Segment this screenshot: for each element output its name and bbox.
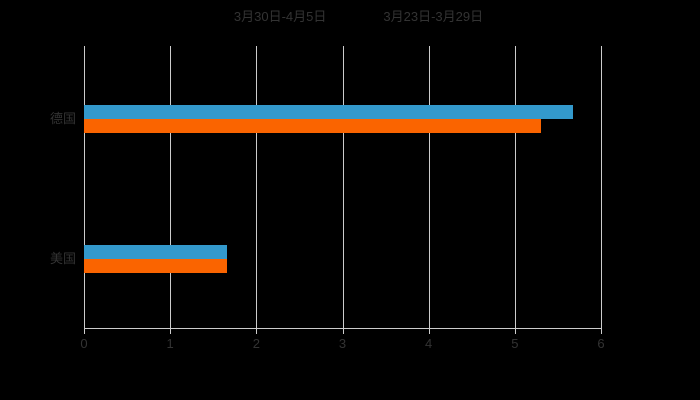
legend-marker-circle-icon: [217, 12, 227, 22]
gridline-2: [256, 46, 258, 328]
legend-item-series-2[interactable]: 3月23日-3月29日: [366, 6, 483, 28]
gridline-6: [601, 46, 602, 328]
bar-2-series-1[interactable]: [84, 245, 228, 259]
bar-1-series-1[interactable]: [84, 105, 573, 119]
x-axis-line: [84, 328, 602, 329]
bar-2-series-2[interactable]: [84, 259, 228, 273]
gridline-1: [170, 46, 172, 328]
gridline-4: [428, 46, 430, 328]
x-tick-0: [84, 329, 85, 334]
x-tick-label-2: 2: [252, 336, 260, 351]
legend-label-series-1: 3月30日-4月5日: [233, 9, 327, 24]
x-tick-3: [342, 329, 344, 334]
x-tick-label-1: 1: [166, 336, 174, 351]
x-tick-4: [428, 329, 430, 334]
x-tick-label-5: 5: [511, 336, 519, 351]
legend-label-series-2: 3月23日-3月29日: [383, 9, 484, 24]
gridline-3: [342, 46, 344, 328]
x-tick-label-4: 4: [425, 336, 433, 351]
x-tick-label-0: 0: [80, 336, 88, 351]
x-tick-1: [170, 329, 172, 334]
chart-legend: 3月30日-4月5日 3月23日-3月29日: [0, 6, 700, 28]
plot-area: [84, 46, 601, 328]
legend-marker-square-icon: [366, 12, 376, 22]
x-tick-label-6: 6: [597, 336, 605, 351]
gridline-0: [84, 46, 85, 328]
x-tick-2: [256, 329, 258, 334]
x-tick-label-3: 3: [338, 336, 347, 351]
legend-item-series-1[interactable]: 3月30日-4月5日: [217, 6, 326, 28]
category-label-1: 德国: [49, 111, 76, 126]
gridline-5: [514, 46, 516, 328]
bar-1-series-2[interactable]: [84, 119, 541, 133]
category-label-2: 美国: [49, 251, 76, 266]
x-tick-5: [514, 329, 516, 334]
x-tick-6: [601, 329, 602, 334]
